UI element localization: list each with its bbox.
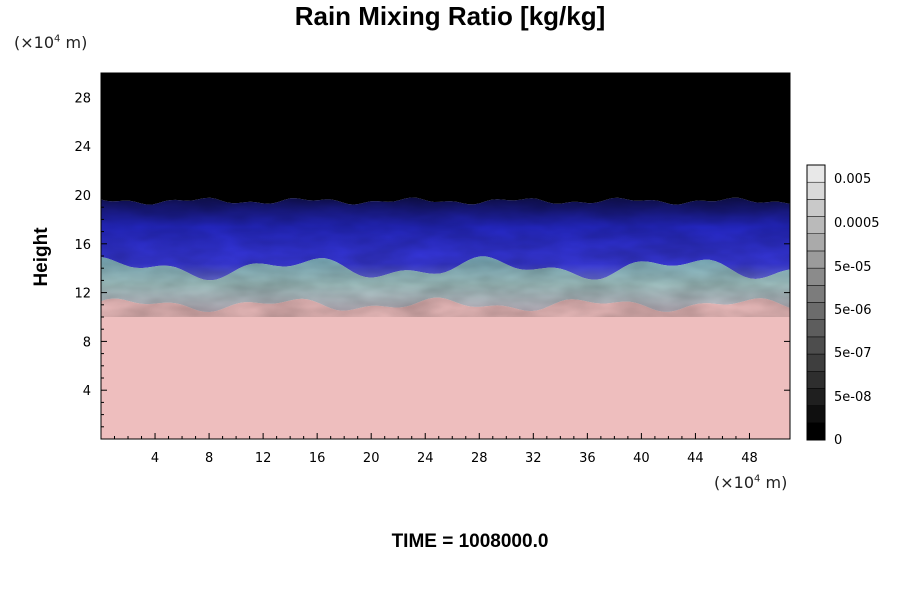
colorbar-cell bbox=[806, 199, 826, 217]
x-tick-label: 20 bbox=[363, 451, 380, 466]
colorbar-cell bbox=[806, 267, 826, 286]
colorbar-cell bbox=[806, 216, 826, 234]
x-tick-label: 8 bbox=[205, 451, 213, 466]
y-tick-label: 20 bbox=[74, 189, 91, 204]
chart-title: Rain Mixing Ratio [kg/kg] bbox=[294, 1, 606, 31]
colorbar-cell bbox=[806, 405, 826, 424]
colorbar-label: 0.0005 bbox=[834, 216, 880, 231]
colorbar-cell bbox=[806, 233, 826, 252]
time-label: TIME = 1008000.0 bbox=[391, 531, 549, 552]
x-tick-label: 12 bbox=[255, 451, 272, 466]
colorbar-cell bbox=[806, 371, 826, 389]
turbulence-texture bbox=[101, 195, 790, 317]
y-tick-label: 8 bbox=[83, 335, 91, 350]
x-tick-label: 4 bbox=[151, 451, 159, 466]
layer-above bbox=[101, 73, 790, 205]
colorbar-label: 5e-05 bbox=[834, 260, 872, 275]
plot-area bbox=[101, 73, 790, 439]
colorbar-cell bbox=[806, 422, 826, 441]
layer-lower bbox=[101, 297, 790, 439]
colorbar-cell bbox=[806, 181, 826, 200]
x-tick-label: 40 bbox=[633, 451, 650, 466]
y-tick-label: 12 bbox=[74, 287, 91, 302]
colorbar: 0.005 0.0005 5e-05 5e-06 5e-07 5e-08 0 bbox=[806, 164, 880, 448]
x-tick-label: 32 bbox=[525, 451, 542, 466]
colorbar-cell bbox=[806, 388, 826, 406]
colorbar-cell bbox=[806, 336, 826, 355]
colorbar-label: 5e-07 bbox=[834, 346, 872, 361]
y-axis-unit: (×104 m) bbox=[14, 33, 88, 52]
colorbar-cell bbox=[806, 164, 826, 183]
x-tick-label: 28 bbox=[471, 451, 488, 466]
x-tick-label: 44 bbox=[687, 451, 704, 466]
x-tick-label: 24 bbox=[417, 451, 434, 466]
x-tick-label: 48 bbox=[741, 451, 758, 466]
colorbar-cell bbox=[806, 353, 826, 372]
colorbar-label: 0 bbox=[834, 433, 842, 448]
colorbar-cell bbox=[806, 302, 826, 320]
colorbar-label: 5e-08 bbox=[834, 390, 872, 405]
y-tick-label: 4 bbox=[83, 384, 91, 399]
y-tick-label: 24 bbox=[74, 140, 91, 155]
colorbar-cell bbox=[806, 285, 826, 303]
colorbar-cell bbox=[806, 319, 826, 338]
y-tick-label: 16 bbox=[74, 238, 91, 253]
colorbar-label: 0.005 bbox=[834, 172, 871, 187]
y-tick-label: 28 bbox=[74, 91, 91, 106]
colorbar-cell bbox=[806, 250, 826, 269]
colorbar-frame bbox=[806, 164, 826, 441]
x-tick-label: 36 bbox=[579, 451, 596, 466]
x-tick-label: 16 bbox=[309, 451, 326, 466]
x-axis-unit: (×104 m) bbox=[714, 473, 788, 492]
colorbar-label: 5e-06 bbox=[834, 303, 872, 318]
